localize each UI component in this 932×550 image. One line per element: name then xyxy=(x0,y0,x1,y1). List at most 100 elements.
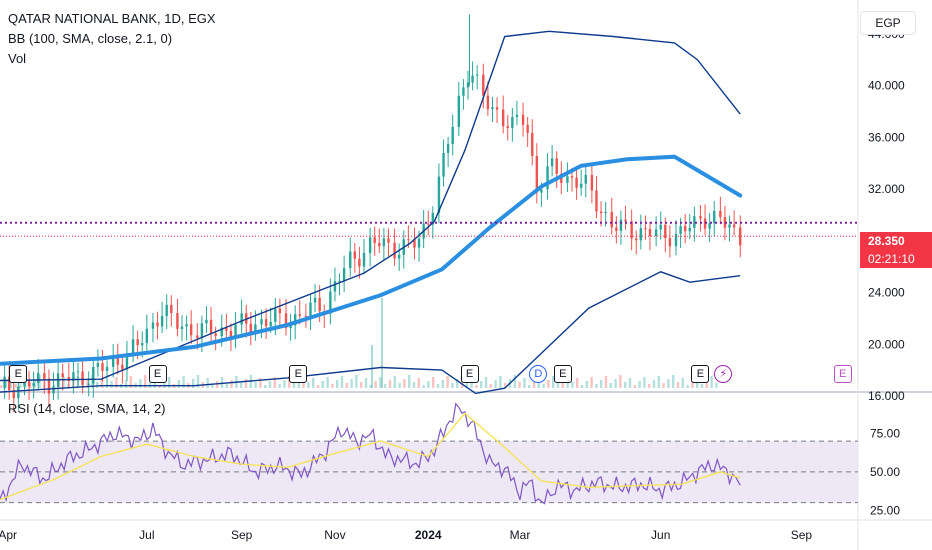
candle-body xyxy=(486,95,490,110)
price-tick-label: 24.000 xyxy=(868,286,905,300)
candle-body xyxy=(427,223,430,225)
volume-bar xyxy=(456,379,459,388)
candle-body xyxy=(12,390,15,399)
candle-body xyxy=(209,319,213,334)
candle-body xyxy=(260,319,263,325)
candle-body xyxy=(495,107,499,110)
event-marker-earnings[interactable]: E xyxy=(691,365,710,383)
event-marker-earnings[interactable]: E xyxy=(460,365,479,383)
volume-bar xyxy=(691,381,694,388)
candle-body xyxy=(234,324,237,337)
candle-body xyxy=(200,323,204,338)
volume-bar xyxy=(451,383,454,388)
candle-body xyxy=(196,335,199,338)
volume-bar xyxy=(600,380,603,388)
currency-button[interactable]: EGP xyxy=(860,11,916,35)
candle-body xyxy=(125,353,129,370)
candle-body xyxy=(329,291,332,314)
price-tick-label: 16.000 xyxy=(868,389,905,403)
volume-bar xyxy=(124,380,128,388)
volume-bar xyxy=(182,376,185,388)
volume-bar xyxy=(360,382,363,388)
candle-body xyxy=(229,330,233,337)
volume-bar xyxy=(312,378,315,388)
event-marker-dividend[interactable]: D xyxy=(529,365,548,383)
candle-body xyxy=(615,227,618,231)
candle-body xyxy=(417,238,421,248)
candle-body xyxy=(37,373,40,384)
volume-bar xyxy=(614,379,617,388)
volume-bar xyxy=(379,377,382,388)
volume-bar xyxy=(432,377,435,388)
candle-body xyxy=(630,221,633,239)
volume-bar xyxy=(384,384,387,388)
volume-bar xyxy=(381,298,383,388)
volume-bar xyxy=(86,379,89,388)
time-tick-label: Sep xyxy=(231,528,253,542)
event-marker-earnings[interactable]: E xyxy=(148,365,167,383)
candle-body xyxy=(225,327,228,331)
event-marker-future-earnings[interactable]: E xyxy=(833,365,852,383)
volume-bar xyxy=(264,385,267,388)
price-tick-label: 32.000 xyxy=(868,182,905,196)
candle-body xyxy=(442,152,445,177)
candle-body xyxy=(531,132,534,157)
symbol-title[interactable]: QATAR NATIONAL BANK, 1D, EGX xyxy=(8,11,216,26)
candle-body xyxy=(349,251,352,269)
candle-body xyxy=(76,371,80,373)
candle-body xyxy=(121,364,124,370)
candle-body xyxy=(397,254,401,259)
vol-legend[interactable]: Vol xyxy=(8,51,27,66)
candle-body xyxy=(131,339,135,354)
volume-bar xyxy=(168,377,171,388)
candle-body xyxy=(298,314,301,316)
volume-bar xyxy=(278,384,281,388)
volume-bar xyxy=(273,377,276,388)
candle-body xyxy=(214,333,217,337)
event-marker-earnings[interactable]: E xyxy=(9,365,28,383)
volume-bar xyxy=(595,384,598,388)
volume-bar xyxy=(676,382,680,388)
candle-body xyxy=(659,224,662,230)
volume-bar xyxy=(259,378,262,388)
candle-body xyxy=(249,323,253,334)
volume-bar xyxy=(532,381,536,388)
candle-body xyxy=(61,373,64,378)
event-marker-earnings[interactable]: E xyxy=(289,365,308,383)
volume-bar xyxy=(710,376,713,388)
volume-bar xyxy=(100,378,104,388)
candle-body xyxy=(92,366,95,384)
bb-legend[interactable]: BB (100, SMA, close, 2.1, 0) xyxy=(8,31,173,46)
volume-bar xyxy=(331,384,334,388)
candle-body xyxy=(679,225,682,234)
candle-body xyxy=(220,327,223,337)
candle-body xyxy=(393,242,396,259)
volume-bar xyxy=(700,384,704,388)
candle-body xyxy=(240,313,243,325)
candle-body xyxy=(654,229,658,236)
time-tick-label: 2024 xyxy=(415,528,442,542)
event-marker-split[interactable]: ⚡ xyxy=(714,365,733,383)
candle-body xyxy=(284,313,288,329)
rsi-tick-label: 25.00 xyxy=(870,503,900,517)
event-marker-earnings[interactable]: E xyxy=(553,365,572,383)
candle-body xyxy=(728,224,731,228)
volume-bar xyxy=(105,385,108,388)
candle-body xyxy=(739,227,742,246)
candle-body xyxy=(466,82,470,88)
volume-bar xyxy=(115,377,118,388)
candle-body xyxy=(604,211,607,214)
candle-body xyxy=(309,302,312,317)
candle-body xyxy=(264,319,268,327)
volume-bar xyxy=(528,385,531,388)
volume-bar xyxy=(480,381,483,388)
candle-body xyxy=(584,174,587,184)
volume-bar xyxy=(499,376,502,388)
candle-body xyxy=(555,158,558,174)
rsi-legend[interactable]: RSI (14, close, SMA, 14, 2) xyxy=(8,401,166,416)
volume-bar xyxy=(547,380,550,388)
volume-bar xyxy=(62,377,65,388)
volume-bar xyxy=(590,377,593,388)
candle-body xyxy=(151,322,155,329)
candle-body xyxy=(482,74,485,96)
